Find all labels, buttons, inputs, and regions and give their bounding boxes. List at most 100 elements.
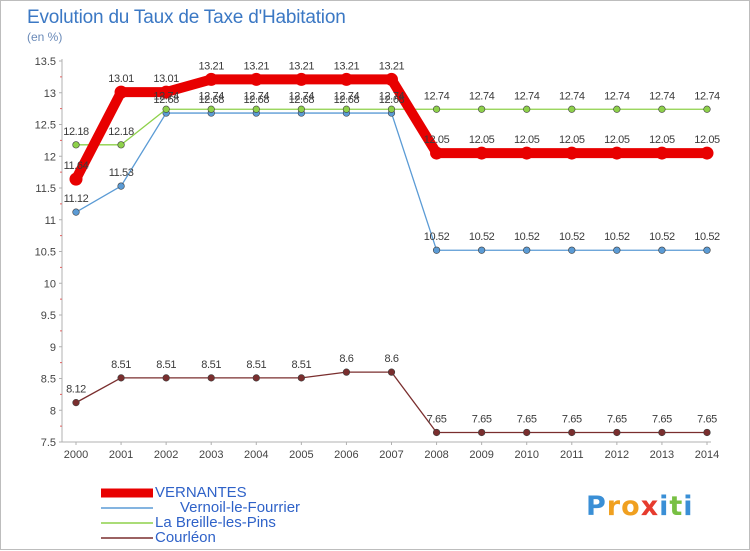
data-point-0 (475, 146, 489, 160)
data-label: 10.52 (424, 231, 450, 243)
y-tick-label: 13 (44, 88, 56, 100)
data-point-1 (613, 246, 621, 254)
data-label: 13.21 (379, 60, 405, 72)
x-tick-label: 2000 (64, 449, 88, 461)
logo-letter: x (640, 491, 660, 522)
data-point-3 (432, 428, 441, 437)
data-label: 11.12 (64, 193, 89, 205)
data-label: 13.21 (289, 60, 315, 72)
data-point-0 (114, 85, 128, 99)
y-tick-label: 7.5 (41, 437, 56, 449)
data-point-3 (478, 428, 486, 437)
data-label: 12.68 (334, 94, 360, 106)
data-label: 12.74 (289, 90, 315, 102)
legend-item-breille: La Breille-les-Pins (101, 515, 300, 530)
y-tick-label: 10 (44, 278, 56, 290)
data-point-0 (294, 72, 308, 86)
data-point-0 (69, 172, 83, 186)
data-label: 8.51 (156, 359, 176, 371)
x-tick-label: 2011 (560, 449, 584, 461)
data-label: 12.74 (559, 90, 585, 102)
data-point-2 (207, 105, 215, 113)
data-label: 10.52 (559, 231, 585, 243)
data-point-3 (523, 428, 531, 437)
data-point-0 (565, 146, 579, 160)
y-tick-label: 8 (50, 405, 56, 417)
data-label: 7.65 (697, 413, 717, 425)
data-point-3 (117, 374, 125, 382)
data-label: 11.64 (64, 160, 89, 172)
x-tick-label: 2010 (514, 449, 538, 461)
data-label: 8.51 (201, 359, 221, 371)
data-point-1 (117, 182, 125, 190)
data-point-0 (610, 146, 624, 160)
x-tick-label: 2012 (605, 449, 629, 461)
data-point-3 (613, 428, 621, 437)
logo-letter: r (606, 491, 622, 522)
data-point-3 (72, 399, 80, 407)
data-point-0 (249, 72, 263, 86)
data-point-3 (252, 374, 260, 382)
data-label: 8.6 (339, 353, 353, 365)
data-label: 13.01 (108, 73, 134, 85)
y-tick-label: 12.5 (35, 120, 56, 132)
data-label: 10.52 (469, 231, 495, 243)
data-label: 7.65 (517, 413, 537, 425)
x-tick-label: 2009 (469, 449, 493, 461)
data-point-2 (703, 105, 711, 113)
legend-swatch-courleon (101, 537, 153, 539)
legend-label: Courléon (155, 529, 216, 546)
data-point-2 (478, 105, 486, 113)
data-point-1 (523, 246, 531, 254)
data-point-0 (700, 146, 714, 160)
data-label: 8.6 (384, 353, 398, 365)
data-point-1 (703, 246, 711, 254)
logo-letter: P (586, 491, 607, 522)
x-tick-label: 2014 (695, 449, 719, 461)
logo-letter: o (621, 491, 641, 522)
y-tick-label: 9.5 (41, 310, 56, 322)
data-label: 12.05 (514, 134, 540, 146)
y-tick-label: 8.5 (41, 374, 56, 386)
data-label: 12.74 (244, 90, 270, 102)
data-label: 12.05 (694, 134, 720, 146)
data-label: 10.52 (604, 231, 630, 243)
y-tick-label: 10.5 (35, 247, 56, 259)
data-label: 12.18 (63, 126, 89, 138)
data-point-1 (658, 246, 666, 254)
data-label: 12.74 (198, 90, 224, 102)
data-label: 12.74 (649, 90, 675, 102)
data-point-2 (658, 105, 666, 113)
x-tick-label: 2006 (334, 449, 358, 461)
data-label: 12.68 (198, 94, 224, 106)
legend-label: La Breille-les-Pins (155, 514, 276, 531)
data-point-2 (523, 105, 531, 113)
data-label: 13.01 (153, 73, 179, 85)
legend-swatch-vernoil (101, 507, 153, 509)
data-label: 12.05 (469, 134, 495, 146)
y-tick-label: 13.5 (35, 56, 56, 68)
x-tick-label: 2002 (154, 449, 178, 461)
legend-item-vernantes: VERNANTES (101, 485, 300, 500)
legend-swatch-vernantes (101, 488, 153, 498)
data-label: 11.53 (109, 167, 134, 179)
chart-title: Evolution du Taux de Taxe d'Habitation (27, 7, 346, 28)
data-label: 10.52 (514, 231, 540, 243)
data-point-3 (568, 428, 576, 437)
data-point-2 (568, 105, 576, 113)
x-tick-label: 2003 (199, 449, 223, 461)
data-label: 12.18 (108, 126, 134, 138)
data-label: 12.68 (244, 94, 270, 106)
legend-item-vernoil: Vernoil-le-Fourrier (101, 500, 300, 515)
legend-label: Vernoil-le-Fourrier (155, 499, 301, 516)
data-point-2 (252, 105, 260, 113)
logo-letter: t (669, 491, 684, 522)
y-tick-label: 11 (45, 215, 56, 227)
data-point-2 (297, 105, 305, 113)
x-tick-label: 2013 (650, 449, 674, 461)
data-label: 8.12 (66, 384, 86, 396)
chart-subtitle: (en %) (27, 30, 63, 44)
data-point-3 (207, 374, 215, 382)
data-label: 7.65 (562, 413, 582, 425)
